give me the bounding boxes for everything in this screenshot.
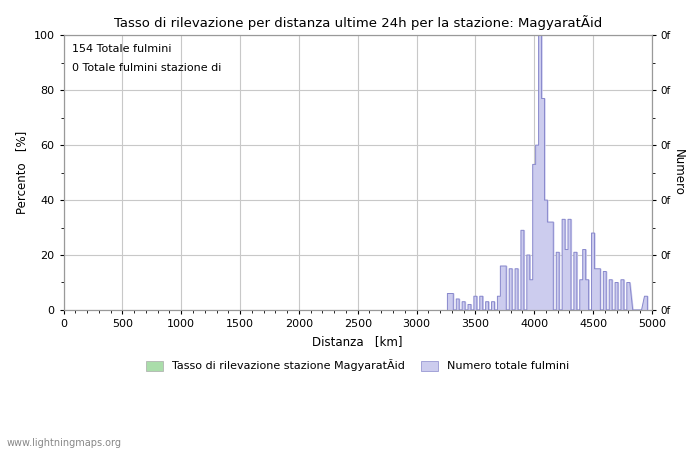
- Y-axis label: Percento   [%]: Percento [%]: [15, 131, 28, 214]
- Text: www.lightningmaps.org: www.lightningmaps.org: [7, 438, 122, 448]
- Legend: Tasso di rilevazione stazione MagyaratÃid, Numero totale fulmini: Tasso di rilevazione stazione MagyaratÃi…: [142, 355, 573, 376]
- X-axis label: Distanza   [km]: Distanza [km]: [312, 334, 403, 347]
- Text: 154 Totale fulmini: 154 Totale fulmini: [72, 44, 172, 54]
- Y-axis label: Numero: Numero: [672, 149, 685, 196]
- Text: 0 Totale fulmini stazione di: 0 Totale fulmini stazione di: [72, 63, 222, 73]
- Title: Tasso di rilevazione per distanza ultime 24h per la stazione: MagyaratÃid: Tasso di rilevazione per distanza ultime…: [113, 15, 602, 30]
